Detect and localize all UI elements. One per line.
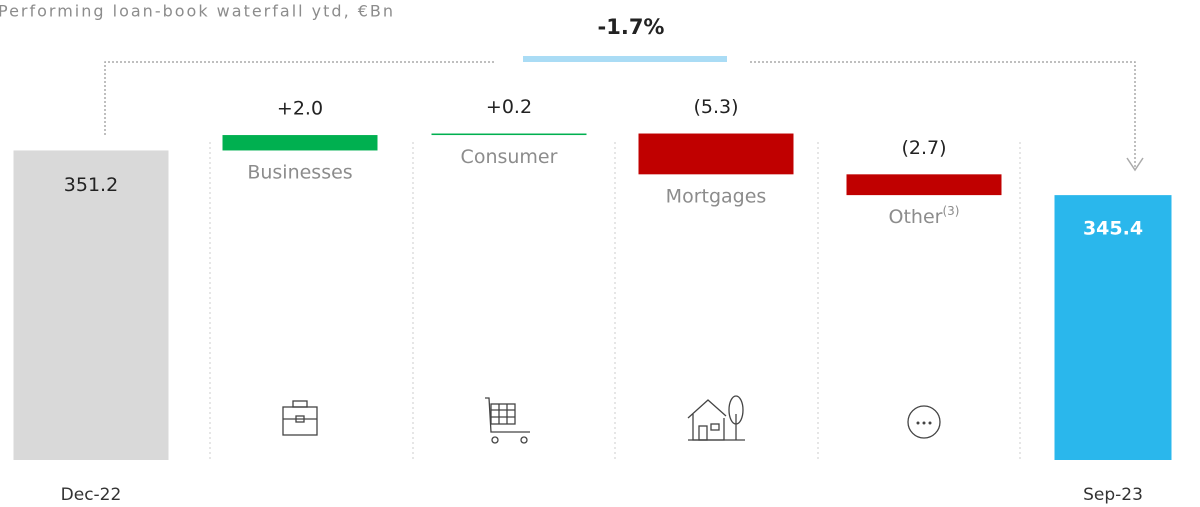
briefcase-icon bbox=[282, 400, 318, 436]
category-name: Businesses bbox=[247, 161, 352, 183]
bracket-right bbox=[750, 61, 1136, 170]
bar bbox=[431, 133, 587, 136]
change-annotation: -1.7% bbox=[598, 15, 665, 39]
category-label: Mortgages bbox=[666, 185, 767, 207]
category-label: Businesses bbox=[247, 161, 352, 183]
value-label: (5.3) bbox=[693, 96, 738, 118]
arrow-head bbox=[1126, 157, 1144, 172]
category-label: Other(3) bbox=[889, 204, 960, 228]
category-name: Consumer bbox=[461, 146, 558, 168]
value-label: 351.2 bbox=[64, 174, 118, 196]
bar bbox=[638, 133, 794, 175]
category-label: Consumer bbox=[461, 146, 558, 168]
value-label: (2.7) bbox=[901, 137, 946, 159]
value-label: 345.4 bbox=[1083, 218, 1143, 240]
category-label: Dec-22 bbox=[61, 485, 122, 505]
bracket-left bbox=[104, 61, 495, 135]
category-label: Sep-23 bbox=[1083, 485, 1143, 505]
footnote-marker: (3) bbox=[942, 204, 959, 218]
value-label: +2.0 bbox=[277, 98, 323, 120]
cart-icon bbox=[485, 397, 530, 444]
house-icon bbox=[687, 395, 745, 441]
category-name: Mortgages bbox=[666, 185, 767, 207]
bar bbox=[846, 174, 1002, 196]
more-icon bbox=[907, 405, 941, 439]
separators bbox=[209, 142, 1021, 460]
bar bbox=[1054, 195, 1172, 460]
bar bbox=[222, 135, 378, 151]
bar bbox=[13, 150, 169, 460]
value-label: +0.2 bbox=[486, 96, 532, 118]
annotation-bar bbox=[523, 56, 727, 62]
chart-title: Performing loan-book waterfall ytd, €Bn bbox=[0, 2, 395, 21]
category-name: Other bbox=[889, 206, 943, 228]
